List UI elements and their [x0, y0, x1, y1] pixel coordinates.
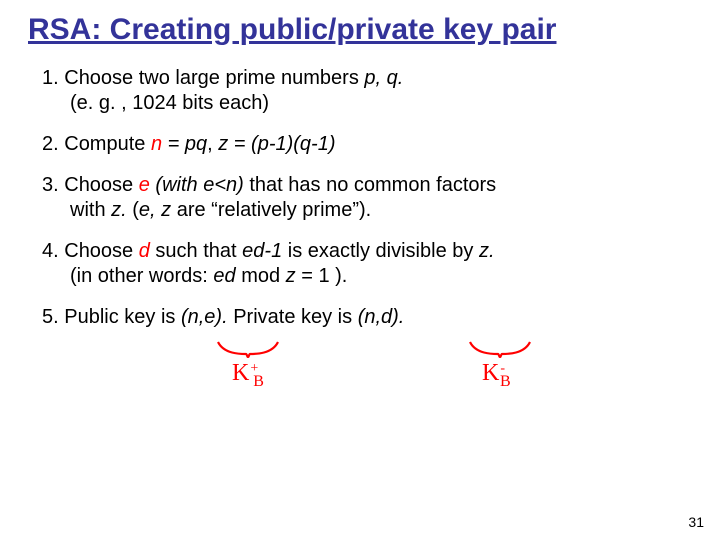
step-1: 1. Choose two large prime numbers p, q. …: [28, 66, 692, 116]
slide-title: RSA: Creating public/private key pair: [28, 12, 692, 48]
step-4-text-a: Choose: [59, 240, 139, 262]
step-3-eltn: e<n): [203, 174, 244, 196]
keys-row: K+B K-B: [28, 340, 692, 410]
step-3: 3. Choose e (with e<n) that has no commo…: [28, 173, 692, 223]
step-3-text-b: (with: [150, 174, 203, 196]
step-2-num: 2.: [42, 133, 59, 155]
step-4-text-b: such that: [150, 240, 242, 262]
step-5-text-a: Public key is: [59, 306, 181, 328]
page-number: 31: [688, 514, 704, 530]
step-1-text-a: Choose two large prime numbers: [59, 67, 365, 89]
step-4-l2a: (in other words:: [70, 265, 213, 287]
step-3-text-a: Choose: [59, 174, 139, 196]
step-1-num: 1.: [42, 67, 59, 89]
step-2-text-a: Compute: [59, 133, 151, 155]
public-key-K: K: [232, 360, 249, 386]
step-2-mid: ,: [207, 133, 218, 155]
step-5: 5. Public key is (n,e). Private key is (…: [28, 305, 692, 330]
private-key-label: K-B: [482, 360, 515, 387]
public-key-sub: B: [253, 373, 264, 390]
private-key-K: K: [482, 360, 499, 386]
step-3-l2b: (: [127, 199, 139, 221]
step-4-edmod: ed: [213, 265, 235, 287]
step-4: 4. Choose d such that ed-1 is exactly di…: [28, 239, 692, 289]
step-5-nd: (n,d).: [358, 306, 405, 328]
step-2-z: z = (p-1)(q-1): [218, 133, 335, 155]
step-4-zvar: z.: [479, 240, 495, 262]
step-5-text-b: Private key is: [228, 306, 358, 328]
step-2-eq1: =: [162, 133, 185, 155]
step-4-zvar2: z: [286, 265, 296, 287]
step-2-n: n: [151, 133, 162, 155]
step-4-d: d: [139, 240, 150, 262]
step-4-l2b: mod: [236, 265, 286, 287]
step-4-text-c: is exactly divisible by: [282, 240, 479, 262]
step-3-zvar: z.: [111, 199, 127, 221]
step-4-l2c: = 1 ).: [296, 265, 348, 287]
step-3-l2a: with: [70, 199, 111, 221]
step-5-num: 5.: [42, 306, 59, 328]
step-3-l2c: are “relatively prime”).: [171, 199, 371, 221]
private-key-brace: [468, 340, 532, 358]
step-4-ed1: ed-1: [242, 240, 282, 262]
step-3-text-c: that has no common factors: [244, 174, 496, 196]
step-1-pq: p, q.: [364, 67, 403, 89]
private-key-sub: B: [500, 373, 511, 390]
step-3-line2: with z. (e, z are “relatively prime”).: [42, 198, 692, 223]
step-3-e: e: [139, 174, 150, 196]
public-key-label: K+B: [232, 360, 268, 387]
step-5-ne: (n,e).: [181, 306, 228, 328]
step-3-num: 3.: [42, 174, 59, 196]
step-1-line2: (e. g. , 1024 bits each): [42, 91, 692, 116]
step-2: 2. Compute n = pq, z = (p-1)(q-1): [28, 132, 692, 157]
step-3-ez: e, z: [139, 199, 171, 221]
step-2-pq: pq: [185, 133, 207, 155]
public-key-brace: [216, 340, 280, 358]
step-4-num: 4.: [42, 240, 59, 262]
step-4-line2: (in other words: ed mod z = 1 ).: [42, 264, 692, 289]
